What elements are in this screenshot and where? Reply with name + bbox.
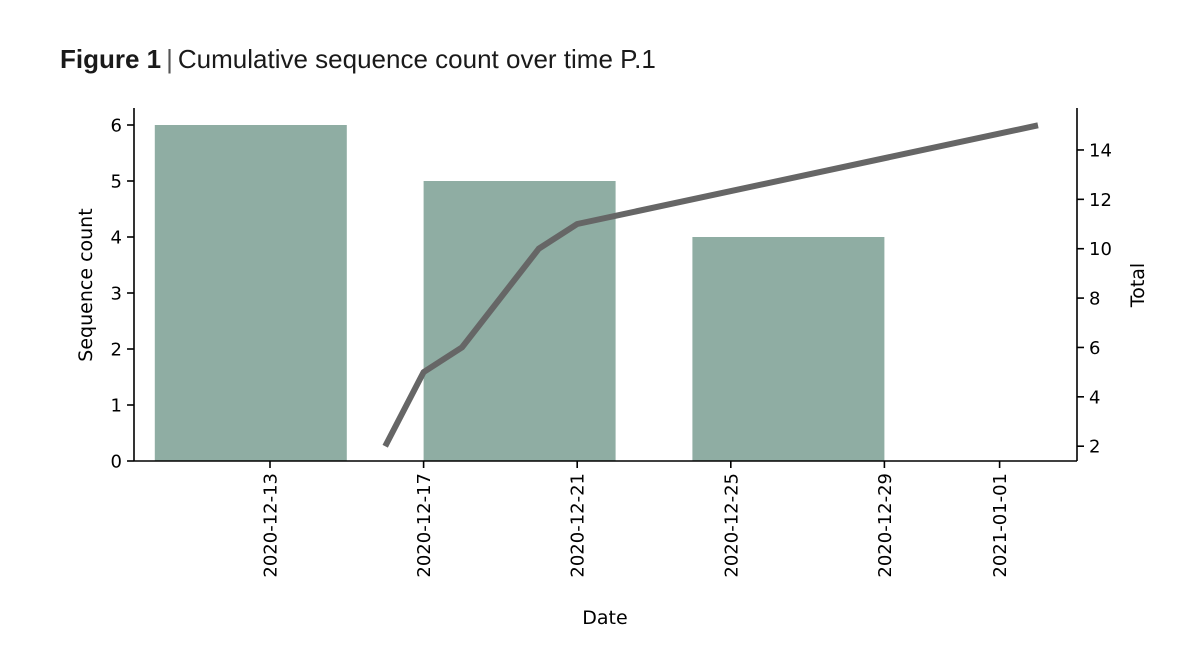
left-tick-label: 3	[111, 284, 122, 305]
y-axis-right-title: Total	[1127, 263, 1149, 308]
right-tick-label: 10	[1089, 239, 1112, 260]
bar-0	[154, 125, 347, 461]
x-tick-label: 2020-12-17	[414, 473, 435, 578]
left-tick-label: 2	[111, 340, 122, 361]
bar-1	[423, 181, 616, 461]
left-axis-ticks: 0 1 2 3 4 5 6	[111, 116, 134, 473]
figure-caption: Cumulative sequence count over time P.1	[177, 44, 656, 74]
total-line	[382, 122, 1039, 448]
x-tick-label: 2020-12-13	[261, 473, 282, 578]
bars-layer	[154, 125, 885, 461]
x-tick-label: 2021-01-01	[990, 473, 1011, 578]
left-tick-label: 6	[111, 116, 122, 137]
x-tick-label: 2020-12-25	[721, 473, 742, 578]
figure-label: Figure 1	[60, 44, 162, 74]
x-axis-ticks: 2020-12-13 2020-12-17 2020-12-21 2020-12-25…	[261, 461, 1011, 578]
y-axis-left-title: Sequence count	[75, 208, 97, 361]
right-tick-label: 14	[1089, 140, 1112, 161]
right-tick-label: 12	[1089, 190, 1112, 211]
left-tick-label: 0	[111, 452, 122, 473]
bar-2	[692, 237, 885, 461]
right-axis-ticks: 2 4 6 8 10 12 14	[1077, 140, 1112, 458]
figure-separator: |	[166, 44, 173, 74]
left-tick-label: 1	[111, 396, 122, 417]
left-tick-label: 4	[111, 228, 122, 249]
x-tick-label: 2020-12-21	[568, 473, 589, 578]
right-tick-label: 6	[1089, 338, 1100, 359]
x-tick-label: 2020-12-29	[875, 473, 896, 578]
x-axis-title: Date	[582, 607, 627, 629]
line-layer	[382, 122, 1039, 448]
right-tick-label: 2	[1089, 437, 1100, 458]
left-tick-label: 5	[111, 172, 122, 193]
right-tick-label: 4	[1089, 387, 1100, 408]
figure-title: Figure 1 | Cumulative sequence count over …	[60, 44, 656, 75]
right-tick-label: 8	[1089, 289, 1100, 310]
